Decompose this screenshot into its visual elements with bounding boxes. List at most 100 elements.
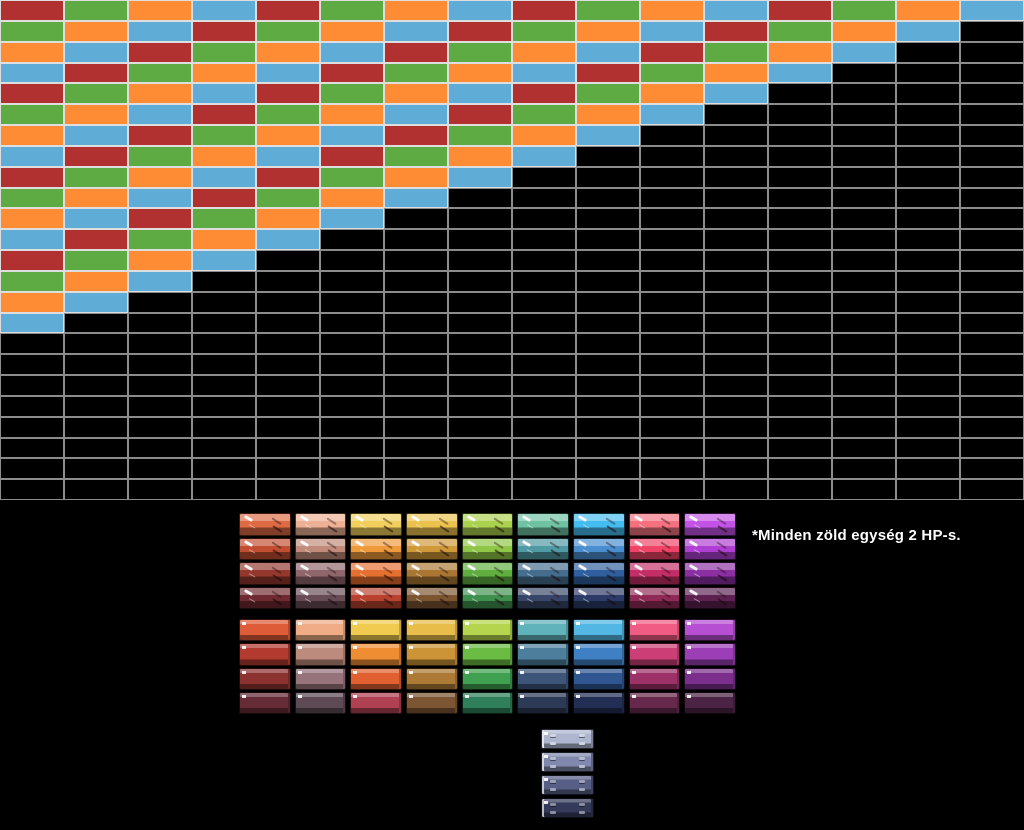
corner-highlight-icon: [687, 646, 692, 650]
level-empty-cell: [896, 312, 960, 334]
level-brick-red: [512, 83, 576, 105]
level-empty-cell: [384, 437, 448, 459]
level-empty-cell: [448, 437, 512, 459]
level-empty-cell: [320, 333, 384, 355]
level-brick-green: [512, 20, 576, 42]
rivet-icon: [579, 765, 585, 768]
level-brick-red: [320, 145, 384, 167]
level-empty-cell: [960, 83, 1024, 105]
flat-brick-salmon-variant-2: [294, 643, 347, 666]
cracked-brick-yellow-variant-2: [350, 537, 402, 560]
crack-mark-icon: [605, 598, 617, 606]
level-brick-green: [448, 41, 512, 63]
corner-highlight-icon: [631, 622, 636, 625]
gleam-highlight-icon: [299, 563, 309, 572]
level-empty-cell: [512, 437, 576, 459]
level-empty-cell: [832, 229, 896, 250]
flat-brick-cyan-variant-2: [573, 643, 625, 666]
level-empty-cell: [832, 437, 896, 459]
level-empty-cell: [896, 395, 960, 417]
cracked-brick-gold-variant-3: [406, 562, 458, 585]
corner-highlight-icon: [242, 622, 246, 625]
gleam-highlight-icon: [633, 514, 643, 523]
metal-brick-stack: [541, 729, 594, 818]
level-empty-cell: [448, 270, 512, 292]
level-empty-cell: [704, 208, 768, 230]
level-empty-cell: [576, 208, 640, 230]
metal-brick-variant-1: [541, 729, 594, 749]
level-empty-cell: [640, 458, 704, 480]
level-empty-cell: [128, 333, 192, 355]
flat-brick-pink-variant-1: [628, 619, 681, 642]
level-brick-blue: [832, 41, 896, 63]
level-empty-cell: [128, 416, 192, 438]
flat-brick-teal-variant-1: [517, 619, 569, 642]
cracked-brick-pink-variant-3: [628, 562, 681, 585]
level-brick-blue: [640, 104, 704, 125]
cracked-brick-teal-variant-2: [517, 537, 569, 560]
level-empty-cell: [640, 479, 704, 500]
level-brick-blue: [64, 41, 128, 63]
level-empty-cell: [704, 291, 768, 313]
gleam-highlight-icon: [466, 514, 476, 523]
level-empty-cell: [576, 291, 640, 313]
level-brick-blue: [64, 291, 128, 313]
flat-brick-palette: [239, 619, 736, 714]
level-empty-cell: [384, 250, 448, 271]
level-empty-cell: [0, 333, 64, 355]
level-brick-red: [448, 104, 512, 125]
level-brick-orange: [512, 125, 576, 146]
level-empty-cell: [192, 416, 256, 438]
level-brick-orange: [128, 250, 192, 271]
level-empty-cell: [960, 187, 1024, 209]
cracked-brick-purple-variant-4: [684, 586, 736, 609]
level-empty-cell: [832, 187, 896, 209]
gleam-highlight-icon: [410, 539, 421, 547]
level-brick-blue: [192, 166, 256, 188]
rivet-icon: [579, 734, 585, 737]
rivet-icon: [579, 780, 585, 783]
level-brick-blue: [192, 0, 256, 21]
cracked-brick-teal-variant-1: [517, 513, 569, 536]
cracked-brick-lime-variant-1: [461, 513, 514, 536]
level-empty-cell: [512, 208, 576, 230]
level-brick-blue: [0, 62, 64, 84]
cracked-brick-salmon-variant-2: [294, 537, 347, 560]
level-empty-cell: [960, 479, 1024, 500]
corner-highlight-icon: [353, 694, 358, 698]
cracked-brick-palette: [239, 513, 736, 609]
rivet-icon: [550, 811, 556, 814]
level-empty-cell: [128, 458, 192, 480]
corner-highlight-icon: [297, 622, 302, 625]
level-empty-cell: [768, 83, 832, 105]
level-empty-cell: [768, 479, 832, 500]
gleam-highlight-icon: [689, 563, 699, 572]
level-empty-cell: [960, 104, 1024, 125]
level-brick-red: [192, 187, 256, 209]
level-empty-cell: [960, 20, 1024, 42]
corner-highlight-icon: [544, 778, 548, 781]
level-empty-cell: [704, 395, 768, 417]
level-empty-cell: [768, 395, 832, 417]
gleam-highlight-icon: [577, 563, 588, 572]
level-empty-cell: [64, 437, 128, 459]
level-brick-green: [384, 62, 448, 84]
level-empty-cell: [576, 145, 640, 167]
cracked-brick-salmon-variant-1: [294, 513, 347, 536]
level-brick-orange: [320, 187, 384, 209]
level-brick-red: [128, 208, 192, 230]
crack-mark-icon: [494, 598, 505, 606]
level-empty-cell: [128, 312, 192, 334]
level-brick-red: [64, 145, 128, 167]
level-empty-cell: [896, 333, 960, 355]
level-empty-cell: [448, 229, 512, 250]
level-empty-cell: [896, 145, 960, 167]
crack-mark-icon: [438, 598, 450, 606]
metal-brick-variant-4: [541, 798, 594, 818]
level-empty-cell: [256, 250, 320, 271]
level-empty-cell: [512, 312, 576, 334]
level-empty-cell: [256, 479, 320, 500]
level-empty-cell: [512, 416, 576, 438]
green-unit-hp-note: *Minden zöld egység 2 HP-s.: [752, 527, 961, 544]
level-brick-green: [320, 83, 384, 105]
